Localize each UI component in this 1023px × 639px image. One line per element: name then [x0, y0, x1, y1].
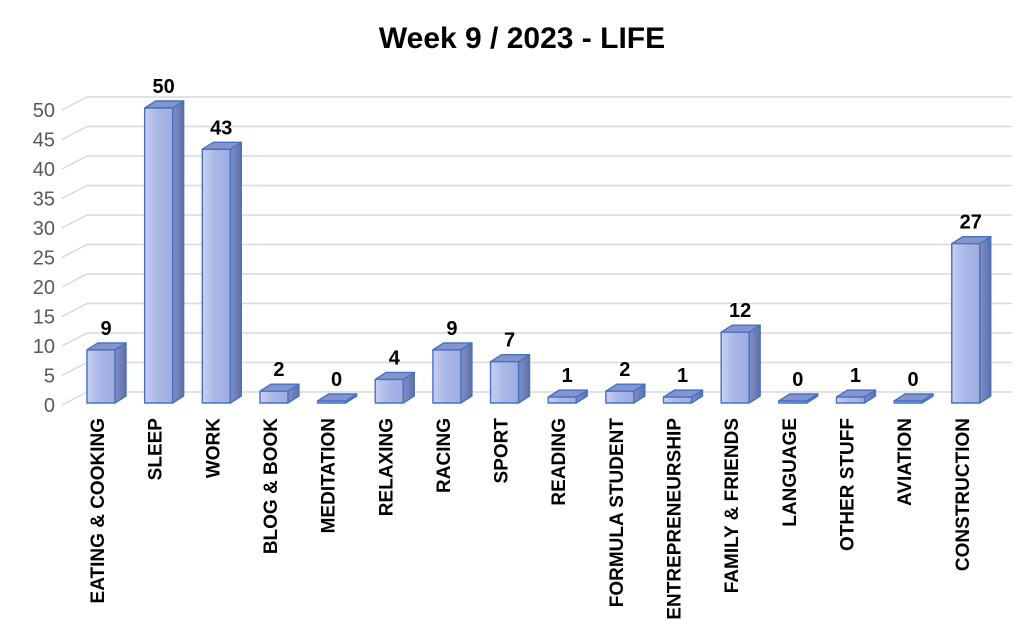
bar-family-friends: [720, 324, 761, 404]
bar-front-face: [605, 390, 635, 404]
category-label-sleep: SLEEP: [146, 418, 167, 481]
value-label-blog-book: 2: [273, 359, 284, 381]
value-label-sport: 7: [504, 330, 515, 352]
bar-front-face: [835, 396, 866, 404]
category-label-relaxing: RELAXING: [376, 418, 397, 516]
bar-other-stuff: [835, 389, 877, 404]
gridline: [61, 273, 1012, 288]
bars-layer: [86, 100, 992, 404]
value-label-aviation: 0: [908, 369, 919, 391]
category-label-construction: CONSTRUCTION: [953, 418, 974, 571]
value-label-meditation: 0: [331, 369, 342, 391]
bar-side-face: [979, 236, 992, 404]
bar-front-face: [316, 400, 347, 404]
value-label-reading: 1: [562, 365, 573, 387]
y-axis-label: 30: [33, 218, 55, 240]
bar-side-face: [517, 354, 531, 404]
y-axis-label: 35: [33, 189, 55, 211]
bar-side-face: [460, 342, 473, 404]
bar-side-face: [114, 342, 127, 404]
y-axis-label: 25: [33, 248, 55, 270]
category-label-aviation: AVIATION: [895, 418, 916, 506]
gridline: [61, 214, 1012, 229]
bar-sleep: [143, 100, 185, 404]
bar-blog-book: [259, 383, 300, 404]
bar-aviation: [893, 393, 934, 404]
gridline: [61, 155, 1012, 170]
gridline: [61, 302, 1012, 318]
value-label-eating-cooking: 9: [100, 318, 111, 340]
value-label-family-friends: 12: [729, 300, 751, 322]
bar-construction: [951, 236, 992, 404]
bar-front-face: [951, 242, 981, 404]
bar-front-face: [374, 378, 404, 404]
category-label-eating-cooking: EATING & COOKING: [88, 418, 109, 603]
category-label-formula-student: FORMULA STUDENT: [607, 418, 628, 608]
value-label-other-stuff: 1: [850, 365, 861, 387]
gridlines-layer: [61, 96, 1012, 406]
category-label-language: LANGUAGE: [780, 418, 801, 527]
gridline: [61, 184, 1012, 200]
bar-side-face: [171, 100, 185, 404]
value-label-relaxing: 4: [389, 347, 401, 369]
chart-title: Week 9 / 2023 - LIFE: [379, 22, 665, 55]
y-axis-label: 50: [33, 100, 55, 122]
value-label-racing: 9: [446, 318, 457, 340]
value-label-construction: 27: [960, 212, 982, 234]
bar-front-face: [662, 396, 693, 404]
category-label-reading: READING: [549, 418, 570, 506]
category-label-blog-book: BLOG & BOOK: [261, 418, 282, 554]
bar-meditation: [316, 393, 358, 404]
bar-racing: [432, 342, 473, 404]
value-label-sleep: 50: [153, 76, 175, 98]
y-axis-label: 5: [44, 366, 55, 388]
bar-sport: [489, 354, 531, 404]
category-label-entrepreneurship: ENTREPRENEURSHIP: [665, 418, 686, 620]
y-axis-label: 20: [33, 277, 55, 299]
gridline: [61, 96, 1012, 111]
category-label-work: WORK: [203, 418, 224, 478]
bar-front-face: [893, 400, 923, 404]
bar-front-face: [778, 400, 808, 404]
y-axis-label: 0: [44, 395, 55, 417]
y-axis-label: 45: [33, 130, 55, 152]
bar-language: [778, 393, 819, 404]
bar-formula-student: [605, 383, 646, 404]
gridline: [61, 243, 1012, 259]
bar-front-face: [259, 390, 289, 404]
y-axis-label: 40: [33, 159, 55, 181]
gridline: [61, 332, 1012, 347]
gridline: [61, 125, 1012, 141]
bar-relaxing: [374, 371, 415, 404]
bar-work: [201, 141, 242, 404]
bar-front-face: [201, 148, 232, 404]
value-label-formula-student: 2: [619, 359, 630, 381]
category-label-sport: SPORT: [492, 418, 513, 484]
bar-reading: [547, 389, 588, 404]
value-label-work: 43: [210, 117, 232, 139]
bar-side-face: [748, 324, 761, 404]
category-label-racing: RACING: [434, 418, 455, 493]
category-label-other-stuff: OTHER STUFF: [837, 418, 858, 551]
value-label-language: 0: [792, 369, 803, 391]
bar-front-face: [143, 107, 174, 404]
y-axis-label: 10: [33, 336, 55, 358]
bar-front-face: [720, 331, 750, 404]
category-label-family-friends: FAMILY & FRIENDS: [722, 418, 743, 593]
bar-eating-cooking: [86, 342, 127, 404]
bar-front-face: [489, 361, 520, 404]
y-axis-label: 15: [33, 307, 55, 329]
category-label-meditation: MEDITATION: [319, 418, 340, 533]
bar-side-face: [229, 141, 242, 404]
bar-front-face: [547, 396, 577, 404]
bar-entrepreneurship: [662, 389, 704, 404]
bar-front-face: [432, 349, 462, 404]
value-label-entrepreneurship: 1: [677, 365, 688, 387]
bar-front-face: [86, 349, 116, 404]
